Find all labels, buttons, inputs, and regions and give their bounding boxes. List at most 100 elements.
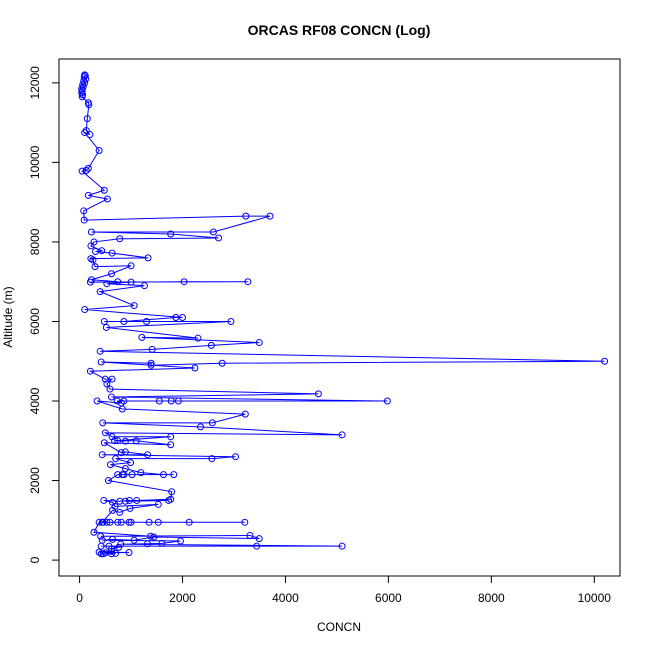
data-point [167, 441, 175, 449]
data-point [91, 263, 99, 271]
data-point [147, 361, 155, 369]
data-point [99, 518, 107, 526]
data-point [208, 455, 216, 463]
data-point [78, 167, 86, 175]
data-point [84, 164, 92, 172]
data-point [118, 471, 126, 479]
data-point [106, 385, 114, 393]
data-point [121, 448, 129, 456]
plot-frame [58, 58, 621, 577]
data-point [180, 278, 188, 286]
data-point [170, 471, 178, 479]
data-point [104, 477, 112, 485]
data-point [95, 146, 103, 154]
y-tick-label: 4000 [28, 387, 42, 414]
data-point [215, 234, 223, 242]
data-point [255, 339, 263, 347]
data-point [96, 288, 104, 296]
data-point [78, 93, 86, 101]
x-tick-label: 0 [76, 591, 83, 605]
data-point [90, 528, 98, 536]
data-point [127, 262, 135, 270]
data-point [101, 375, 109, 383]
data-point [208, 419, 216, 427]
data-point [97, 532, 105, 540]
data-point [108, 550, 115, 558]
data-point [117, 518, 125, 526]
data-point [81, 306, 89, 314]
data-point [86, 367, 94, 375]
data-point [80, 216, 88, 224]
data-point [103, 195, 111, 203]
chart-title: ORCAS RF08 CONCN (Log) [248, 22, 431, 38]
data-point [87, 228, 95, 236]
y-tick-label: 0 [28, 556, 42, 563]
data-point [244, 278, 252, 286]
data-point [120, 317, 128, 325]
data-point [154, 518, 162, 526]
data-point [82, 166, 90, 174]
data-point [172, 314, 180, 321]
data-point [150, 533, 158, 541]
data-point [92, 247, 100, 255]
data-point [147, 532, 155, 540]
data-point [167, 433, 175, 441]
data-point [84, 191, 92, 199]
data-point [97, 542, 105, 550]
data-point [81, 129, 89, 137]
data-point [116, 497, 124, 505]
data-point [108, 393, 115, 401]
data-point [121, 437, 129, 445]
data-point [126, 504, 134, 512]
data-point [137, 469, 145, 477]
data-point [253, 542, 261, 550]
data-point [242, 212, 250, 220]
data-point [96, 347, 104, 355]
data-point [194, 334, 202, 342]
data-point [97, 358, 105, 366]
data-point [97, 550, 105, 558]
data-point [185, 518, 193, 526]
data-point [167, 230, 175, 238]
data-point [95, 518, 103, 526]
data-point [113, 397, 121, 405]
data-point [174, 397, 182, 405]
data-point [127, 278, 135, 286]
y-axis-title: Altitude (m) [1, 286, 15, 347]
y-axis: 0 2000 4000 6000 8000 10000 12000 [28, 66, 59, 563]
x-tick-label: 2000 [169, 591, 196, 605]
data-point [147, 359, 155, 367]
data-point [115, 543, 123, 551]
series-layer [78, 71, 609, 558]
data-point [176, 537, 184, 545]
data-point [207, 341, 215, 349]
data-point [109, 535, 117, 543]
y-tick-label: 10000 [28, 145, 42, 179]
data-point [100, 317, 108, 325]
data-point [168, 488, 176, 496]
data-point [132, 437, 140, 445]
x-tick-label: 10000 [578, 591, 612, 605]
data-point [197, 423, 205, 431]
data-point [127, 518, 135, 526]
data-point [117, 449, 125, 457]
data-point [140, 282, 148, 290]
data-point [109, 506, 117, 514]
data-point [241, 518, 249, 526]
data-point [383, 397, 391, 405]
data-point [114, 518, 122, 526]
data-point [159, 471, 167, 479]
data-point [165, 496, 173, 504]
data-point [114, 437, 122, 445]
data-point [138, 333, 146, 341]
data-point [112, 549, 120, 557]
data-point [98, 451, 106, 459]
y-tick-label: 6000 [28, 308, 42, 335]
data-point [99, 419, 107, 427]
data-point [112, 455, 120, 463]
data-point [116, 235, 124, 243]
data-point [144, 451, 152, 459]
data-point [93, 397, 101, 405]
data-point [103, 380, 111, 388]
data-point [133, 496, 141, 504]
